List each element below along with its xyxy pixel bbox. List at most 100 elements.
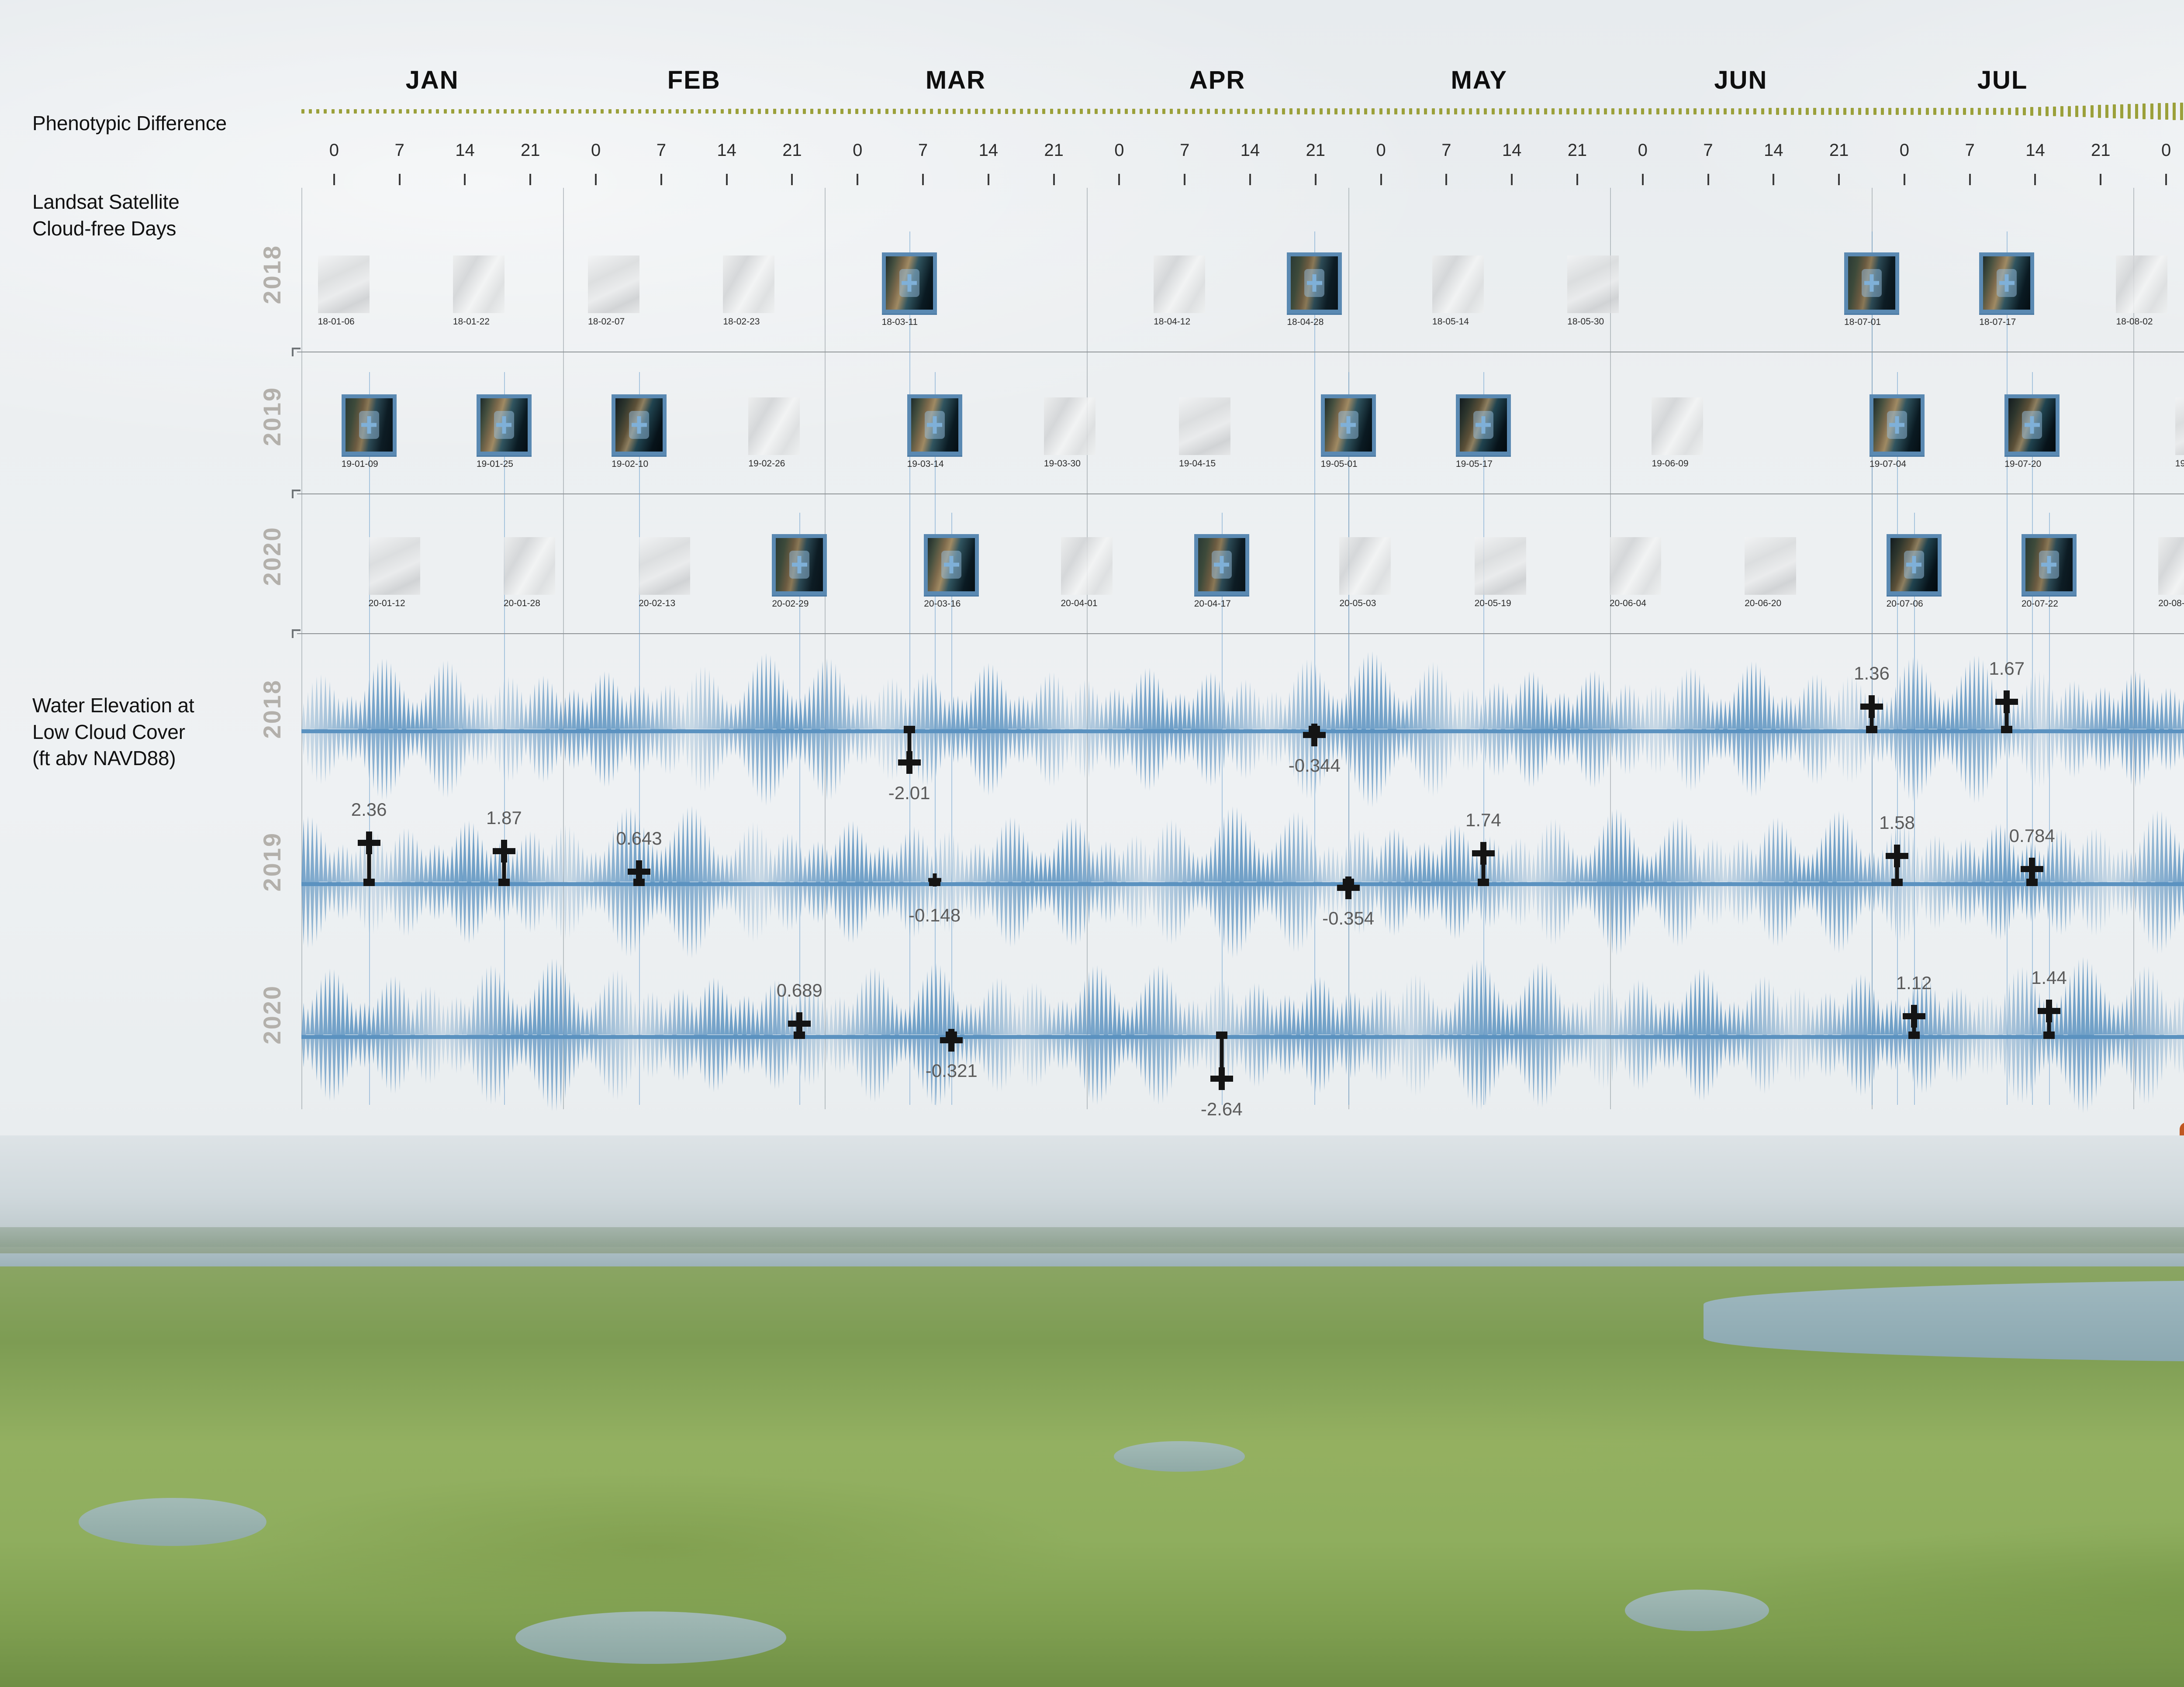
phenotypic-bar	[1379, 108, 1382, 114]
scene-connector-line	[2007, 231, 2008, 1105]
phenotypic-bar	[1199, 108, 1203, 114]
landsat-scene-thumbnail[interactable]: 20-02-29	[772, 534, 827, 609]
landsat-scene-thumbnail[interactable]: 19-05-01	[1320, 394, 1376, 469]
landsat-scene-thumbnail[interactable]: 18-01-06	[318, 255, 370, 327]
landsat-scene-thumbnail[interactable]: 19-07-04	[1869, 394, 1925, 469]
landsat-scene-thumbnail[interactable]: 18-05-30	[1567, 255, 1619, 327]
landsat-scene-thumbnail[interactable]: 19-03-30	[1044, 397, 1095, 469]
tide-spike	[1413, 687, 1418, 729]
tide-spike	[1741, 882, 1745, 925]
landsat-scene-thumbnail[interactable]: 19-01-25	[476, 394, 532, 469]
landsat-scene-thumbnail[interactable]: 20-04-01	[1061, 537, 1113, 608]
landsat-scene-thumbnail[interactable]: 19-04-15	[1179, 397, 1231, 469]
tide-spike	[1719, 882, 1724, 919]
tide-spike	[1688, 882, 1693, 931]
landsat-scene-thumbnail[interactable]: 20-07-22	[2021, 534, 2077, 609]
phenotypic-bar	[1237, 108, 1240, 114]
landsat-scene-thumbnail[interactable]: 20-01-12	[368, 537, 420, 608]
tide-spike	[903, 834, 908, 882]
tide-spike	[1435, 729, 1440, 794]
phenotypic-bar	[1551, 108, 1555, 115]
landsat-scene-thumbnail[interactable]: 18-07-17	[1979, 252, 2035, 327]
tide-spike	[1736, 839, 1741, 882]
tide-spike	[602, 729, 607, 787]
phenotypic-bar	[2038, 107, 2041, 116]
landsat-scene-thumbnail[interactable]: 18-02-23	[723, 255, 775, 327]
landsat-scene-thumbnail[interactable]: 18-08-02	[2116, 255, 2168, 327]
tide-spike	[698, 729, 703, 791]
tide-spike	[1837, 729, 1842, 769]
landsat-scene-thumbnail[interactable]: 18-07-01	[1844, 252, 1899, 327]
tide-spike	[938, 965, 943, 1035]
landsat-scene-thumbnail[interactable]: 20-06-20	[1745, 537, 1797, 608]
landsat-scene-thumbnail[interactable]: 20-02-13	[639, 537, 691, 608]
tide-spike	[1863, 729, 1868, 766]
landsat-scene-thumbnail[interactable]: 20-03-16	[924, 534, 979, 609]
tide-spike	[419, 1035, 424, 1079]
tide-spike	[554, 1035, 559, 1111]
tide-spike	[933, 963, 938, 1035]
landsat-scene-thumbnail[interactable]: 20-05-19	[1474, 537, 1526, 608]
tide-spike	[1972, 655, 1977, 729]
day-tick-mark	[922, 174, 924, 185]
tide-spike	[2037, 670, 2042, 729]
landsat-scene-thumbnail[interactable]: 20-05-03	[1339, 537, 1391, 608]
tide-spike	[1291, 1000, 1296, 1035]
landsat-scene-thumbnail[interactable]: 18-03-11	[881, 252, 937, 327]
phenotypic-bar	[1162, 108, 1165, 114]
tide-spike	[362, 1002, 367, 1035]
tide-spike	[498, 685, 502, 729]
tide-spike	[2111, 882, 2116, 911]
tide-spike	[663, 729, 668, 773]
tide-spike	[1069, 1035, 1074, 1063]
landsat-scene-thumbnail[interactable]: 20-06-04	[1609, 537, 1661, 608]
tide-spike	[755, 1008, 760, 1035]
landsat-scene-thumbnail[interactable]: 20-04-17	[1194, 534, 1249, 609]
tide-spike	[990, 664, 995, 729]
tide-spike	[611, 1035, 615, 1099]
tide-spike	[2063, 831, 2068, 882]
tide-spike	[1549, 1035, 1554, 1097]
tide-spike	[559, 1035, 563, 1106]
landsat-scene-thumbnail[interactable]: 19-02-10	[612, 394, 667, 469]
tide-spike	[1457, 991, 1462, 1035]
landsat-scene-thumbnail[interactable]: 18-04-28	[1287, 252, 1342, 327]
landsat-scene-thumbnail[interactable]: 19-05-17	[1455, 394, 1511, 469]
phenotypic-bar	[1783, 108, 1787, 115]
landsat-scene-thumbnail[interactable]: 18-02-07	[588, 255, 640, 327]
tide-spike	[1863, 975, 1868, 1035]
tide-spike	[964, 1004, 969, 1035]
tide-spike	[1300, 729, 1305, 795]
tide-spike	[1527, 976, 1532, 1035]
landsat-scene-thumbnail[interactable]: 20-01-28	[503, 537, 555, 608]
tide-spike	[2177, 698, 2182, 729]
landsat-scene-thumbnail[interactable]: 19-08-09	[2175, 397, 2184, 469]
phenotypic-bar	[1731, 108, 1734, 115]
landsat-scene-thumbnail[interactable]: 20-07-06	[1886, 534, 1942, 609]
tide-spike	[785, 882, 790, 931]
landsat-scene-thumbnail[interactable]: 18-01-22	[453, 255, 505, 327]
landsat-scene-thumbnail[interactable]: 19-02-26	[748, 397, 800, 469]
tide-spike	[506, 1035, 511, 1080]
landsat-scene-thumbnail[interactable]: 18-05-14	[1432, 255, 1484, 327]
tide-spike	[1056, 838, 1061, 882]
tide-spike	[619, 1035, 624, 1097]
landsat-scene-thumbnail[interactable]: 19-01-09	[341, 394, 397, 469]
tide-spike	[964, 882, 969, 910]
scene-date-label: 20-05-03	[1339, 598, 1376, 608]
tide-spike	[1365, 729, 1370, 806]
landsat-scene-thumbnail[interactable]: 19-07-20	[2004, 394, 2060, 469]
landsat-scene-thumbnail[interactable]: 20-08-07	[2158, 537, 2184, 608]
tide-spike	[1649, 994, 1654, 1035]
tide-spike	[1326, 846, 1331, 882]
landsat-scene-thumbnail[interactable]: 19-03-14	[907, 394, 962, 469]
landsat-scene-thumbnail[interactable]: 18-04-12	[1154, 255, 1206, 327]
tide-spike	[1954, 729, 1959, 773]
tide-spike	[2098, 882, 2103, 933]
tide-spike	[1950, 882, 1955, 910]
tide-spike	[820, 1035, 825, 1072]
tide-spike	[406, 997, 411, 1035]
landsat-scene-thumbnail[interactable]: 19-06-09	[1652, 397, 1704, 469]
tide-spike	[1300, 663, 1305, 729]
tide-spike	[1344, 729, 1348, 766]
